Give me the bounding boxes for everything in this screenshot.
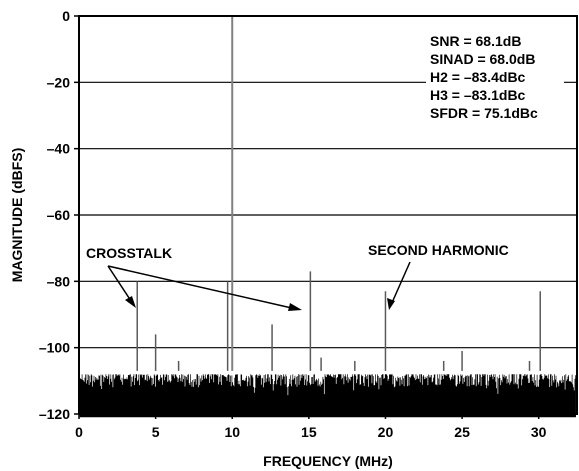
y-axis-ticks: 0 –20 –40 –60 –80 –100 –120 [39, 8, 79, 422]
stat-sinad: SINAD = 68.0dB [430, 51, 535, 67]
crosstalk-arrowhead-left [125, 296, 136, 308]
x-axis-ticks: 0 5 10 15 20 25 30 [75, 414, 547, 440]
harmonic-arrowhead [387, 298, 395, 310]
harmonic-arrow [390, 261, 411, 306]
y-tick-label: –80 [47, 273, 71, 289]
noise-trace [79, 374, 576, 418]
stat-h2: H2 = –83.4dBc [430, 69, 526, 85]
noise-floor [79, 374, 576, 418]
y-tick-label: –120 [39, 406, 70, 422]
y-tick-label: –100 [39, 340, 70, 356]
annotation-arrows [107, 261, 411, 311]
x-axis-title: FREQUENCY (MHz) [263, 453, 393, 469]
crosstalk-arrowhead-right [288, 303, 302, 311]
x-tick-label: 5 [152, 424, 160, 440]
stats-box [426, 30, 564, 134]
x-tick-label: 0 [75, 424, 83, 440]
x-tick-label: 20 [378, 424, 394, 440]
annotation-second-harmonic: SECOND HARMONIC [368, 242, 509, 258]
y-tick-label: –40 [47, 141, 71, 157]
x-tick-label: 10 [224, 424, 240, 440]
x-tick-label: 30 [531, 424, 547, 440]
stat-snr: SNR = 68.1dB [430, 33, 521, 49]
annotation-crosstalk: CROSSTALK [86, 245, 172, 261]
x-tick-label: 25 [454, 424, 470, 440]
stat-sfdr: SFDR = 75.1dBc [430, 105, 538, 121]
y-tick-label: 0 [62, 8, 70, 24]
y-axis-title: MAGNITUDE (dBFS) [9, 148, 25, 283]
y-tick-label: –20 [47, 74, 71, 90]
crosstalk-arrow-right [107, 265, 297, 310]
x-tick-label: 15 [301, 424, 317, 440]
y-tick-label: –60 [47, 207, 71, 223]
stat-h3: H3 = –83.1dBc [430, 87, 526, 103]
spectral-spikes [136, 16, 541, 371]
crosstalk-arrow-left [107, 265, 134, 305]
